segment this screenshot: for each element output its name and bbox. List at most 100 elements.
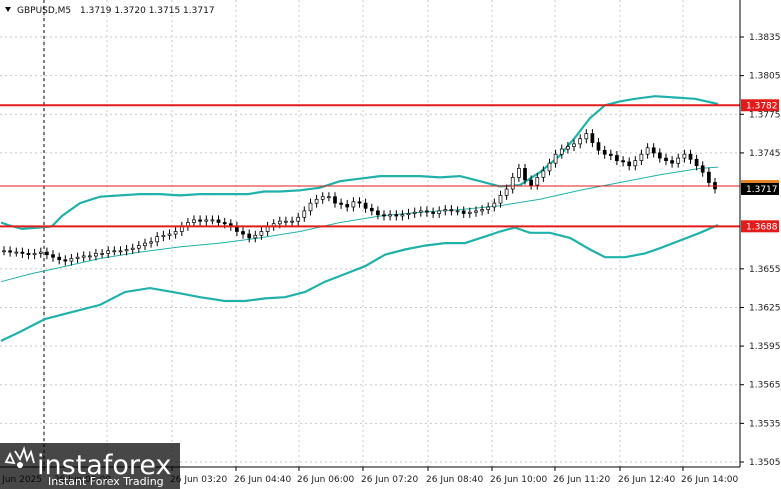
price-bar (572, 139, 576, 151)
level-price-tag (741, 99, 779, 112)
price-bar (247, 229, 252, 243)
chart-header: GBPUSD,M5 1.3719 1.3720 1.3715 1.3717 (5, 6, 215, 16)
x-tick-label: 26 Jun 14:00 (681, 475, 738, 485)
level-price-label: 1.3782 (746, 101, 778, 111)
price-bar (621, 156, 625, 167)
x-tick-label: 26 Jun 04:40 (234, 475, 291, 485)
price-bar (327, 192, 331, 202)
price-bar (645, 143, 650, 159)
price-bar (296, 212, 301, 226)
price-bar (192, 215, 196, 227)
price-bar (498, 190, 503, 208)
price-bar (467, 207, 472, 218)
price-bar (425, 206, 429, 217)
price-bar (437, 206, 442, 218)
price-bar (253, 230, 258, 243)
price-bar (87, 251, 92, 261)
x-tick-label: 26 Jun 07:20 (361, 475, 418, 485)
price-bar (682, 149, 687, 163)
y-tick-label: 1.3595 (749, 342, 781, 352)
price-bar (167, 229, 172, 240)
price-bar (547, 158, 552, 176)
price-bar (173, 227, 178, 239)
y-tick-label: 1.3835 (749, 33, 781, 43)
price-bar (382, 210, 386, 221)
price-bar (492, 198, 497, 212)
price-bar (541, 166, 546, 182)
price-bar (136, 241, 141, 253)
price-bar (75, 252, 80, 263)
bollinger-upper-band (0, 95, 719, 231)
symbol-timeframe: GBPUSD,M5 (17, 6, 71, 16)
y-tick-label: 1.3535 (749, 419, 781, 429)
x-tick-label: 26 Jun 12:40 (618, 475, 675, 485)
price-bar (394, 210, 399, 221)
price-bar (216, 215, 221, 227)
price-bar (694, 154, 699, 171)
price-bar (259, 227, 264, 240)
price-bar (474, 206, 478, 217)
price-bar (143, 238, 147, 251)
y-tick-label: 1.3805 (749, 72, 781, 82)
y-tick-label: 1.3655 (749, 265, 781, 275)
price-bar (700, 161, 705, 177)
price-bar (45, 247, 49, 260)
price-bar (314, 194, 319, 208)
price-bar (486, 202, 491, 215)
price-bar (155, 232, 160, 247)
bollinger-lower-band (0, 223, 719, 342)
price-bar (412, 207, 417, 218)
price-bar (290, 216, 294, 226)
price-bar (198, 215, 202, 226)
price-bar (284, 216, 288, 226)
price-bar (8, 246, 12, 257)
price-bar (26, 248, 31, 260)
price-bar (149, 237, 153, 248)
price-bar (406, 208, 411, 220)
logo-tagline: Instant Forex Trading (48, 475, 164, 488)
price-bar (639, 149, 644, 166)
price-bar (363, 198, 368, 213)
price-bar (676, 153, 681, 168)
price-bar (51, 250, 55, 262)
price-bar (657, 148, 662, 163)
price-bar (431, 207, 435, 218)
price-bar (529, 175, 533, 190)
price-bar (130, 243, 135, 254)
price-bar (707, 167, 711, 187)
price-bar (112, 246, 117, 256)
price-bar (590, 129, 595, 148)
current-price-tag (741, 182, 779, 195)
price-bar (20, 247, 25, 258)
price-bar (553, 149, 558, 168)
x-tick-label: 26 Jun 08:40 (426, 475, 483, 485)
price-bar (523, 163, 527, 185)
price-bar (210, 215, 215, 225)
current-price-label: 1.3717 (746, 185, 778, 195)
price-bar (670, 156, 674, 168)
bollinger-bands (0, 95, 719, 342)
price-bar (566, 142, 570, 154)
price-bar (443, 205, 448, 216)
ohlc-values: 1.3719 1.3720 1.3715 1.3717 (80, 6, 215, 16)
y-tick-label: 1.3505 (749, 458, 781, 468)
y-axis-ticks: 1.3835 1.3805 1.3775 1.3745 1.3655 1.3625 1.35… (740, 33, 781, 468)
price-bar (596, 138, 601, 155)
instaforex-logo: instaforex Instant Forex Trading (0, 443, 180, 489)
price-bar (517, 163, 521, 182)
logo-brand: instaforex (37, 450, 171, 481)
x-tick-label: 26 Jun 11:20 (553, 475, 610, 485)
price-bar (106, 246, 111, 258)
price-bar (615, 151, 619, 166)
price-bar (63, 255, 68, 266)
price-bar (480, 205, 484, 216)
price-bar (308, 198, 313, 216)
price-bar (204, 215, 209, 226)
price-bar (94, 248, 98, 261)
level-price-tag (741, 220, 779, 233)
price-bar (345, 199, 350, 212)
price-bar (241, 227, 245, 239)
price-bar (161, 230, 166, 242)
